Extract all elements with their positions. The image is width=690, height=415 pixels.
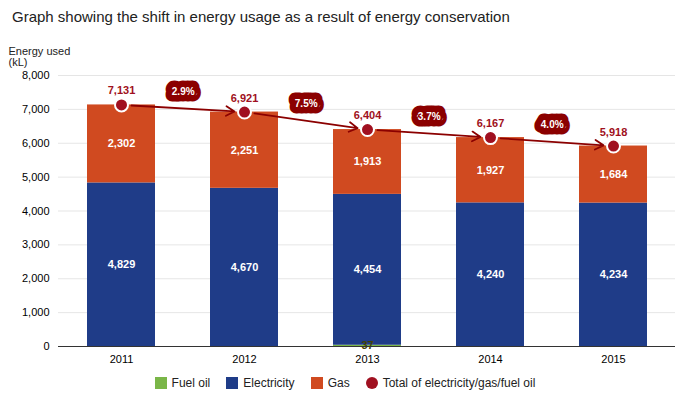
svg-text:4,454: 4,454 bbox=[354, 263, 382, 275]
svg-text:1,927: 1,927 bbox=[477, 164, 505, 176]
svg-text:1,684: 1,684 bbox=[600, 168, 628, 180]
svg-text:0: 0 bbox=[43, 340, 49, 352]
svg-text:2.9%: 2.9% bbox=[172, 86, 195, 97]
html-text:Electricity: Electricity bbox=[243, 376, 295, 390]
svg-text:6,404: 6,404 bbox=[354, 109, 382, 121]
svg-text:7.5%: 7.5% bbox=[295, 98, 318, 109]
svg-text:2,251: 2,251 bbox=[231, 144, 259, 156]
svg-text:4.0%: 4.0% bbox=[541, 119, 564, 130]
svg-text:2013: 2013 bbox=[355, 353, 379, 365]
html-text:Fuel oil: Fuel oil bbox=[171, 376, 211, 390]
svg-text:3.7%: 3.7% bbox=[418, 111, 441, 122]
svg-text:6,921: 6,921 bbox=[231, 92, 259, 104]
svg-text:1,000: 1,000 bbox=[22, 306, 50, 318]
svg-text:5,918: 5,918 bbox=[600, 126, 628, 138]
svg-text:5,000: 5,000 bbox=[22, 171, 50, 183]
svg-text:2,000: 2,000 bbox=[22, 272, 50, 284]
html-text:Gas: Gas bbox=[327, 376, 350, 390]
svg-text:4,670: 4,670 bbox=[231, 261, 259, 273]
svg-text:7,000: 7,000 bbox=[22, 103, 50, 115]
svg-text:2011: 2011 bbox=[110, 353, 134, 365]
svg-text:4,829: 4,829 bbox=[108, 258, 136, 270]
svg-text:Energy used(kL): Energy used(kL) bbox=[9, 45, 71, 68]
html-text:Graph showing the shift in ene: Graph showing the shift in energy usage … bbox=[12, 8, 510, 25]
svg-text:7,131: 7,131 bbox=[108, 84, 136, 96]
svg-text:4,234: 4,234 bbox=[600, 268, 628, 280]
svg-text:2014: 2014 bbox=[478, 353, 502, 365]
svg-text:8,000: 8,000 bbox=[22, 69, 50, 81]
html-text:Total of electricity/gas/fuel: Total of electricity/gas/fuel oil bbox=[382, 376, 536, 390]
svg-text:4,000: 4,000 bbox=[22, 205, 50, 217]
svg-text:37: 37 bbox=[361, 339, 373, 351]
svg-text:2,302: 2,302 bbox=[108, 137, 136, 149]
svg-text:2015: 2015 bbox=[601, 353, 625, 365]
svg-text:1,913: 1,913 bbox=[354, 155, 382, 167]
svg-text:6,167: 6,167 bbox=[477, 117, 505, 129]
svg-text:3,000: 3,000 bbox=[22, 238, 50, 250]
svg-text:6,000: 6,000 bbox=[22, 137, 50, 149]
svg-text:4,240: 4,240 bbox=[477, 268, 505, 280]
svg-text:2012: 2012 bbox=[232, 353, 256, 365]
